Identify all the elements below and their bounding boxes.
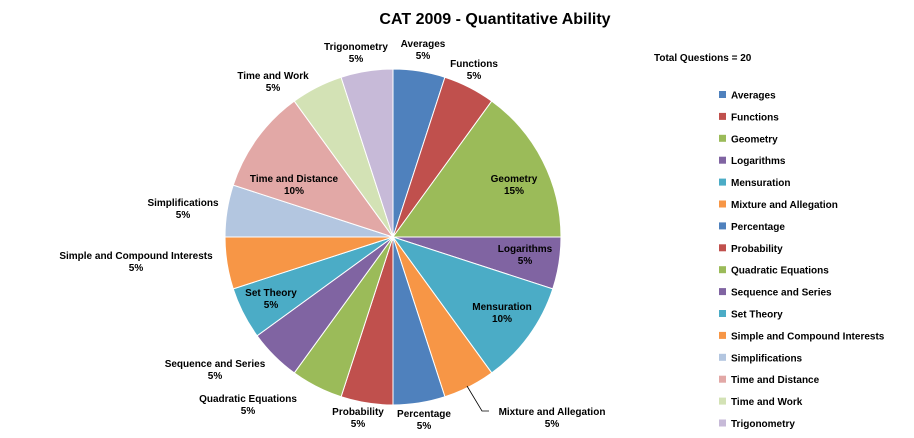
slice-label-set-theory: Set Theory 5% <box>245 288 297 311</box>
legend: Averages Functions Geometry Logarithms Mensu… <box>719 91 885 430</box>
legend-swatch-averages <box>719 91 726 98</box>
legend-label-simple-and-compound-interests: Simple and Compound Interests <box>731 331 885 342</box>
legend-label-set-theory: Set Theory <box>731 310 783 321</box>
slice-label-functions: Functions 5% <box>450 59 498 82</box>
legend-label-time-and-work: Time and Work <box>731 397 803 408</box>
pie-slice-geometry <box>392 100 562 238</box>
slice-labels: Averages 5%Functions 5% Geometry 15% Logarith… <box>59 39 605 432</box>
slice-label-logarithms: Logarithms 5% <box>498 244 553 267</box>
slice-label-simplifications: Simplifications 5% <box>147 198 219 221</box>
pie-slices <box>224 68 562 406</box>
legend-swatch-set-theory <box>719 310 726 317</box>
pie-slice-trigonometry <box>340 68 394 238</box>
total-questions-annotation: Total Questions = 20 <box>654 53 752 64</box>
legend-swatch-mensuration <box>719 178 726 186</box>
slice-label-percentage: Percentage 5% <box>397 409 451 432</box>
pie-slice-time-and-distance <box>232 100 395 238</box>
slice-label-probability: Probability 5% <box>332 407 384 430</box>
legend-swatch-simplifications <box>719 353 726 361</box>
legend-label-mensuration: Mensuration <box>731 178 790 189</box>
slice-label-mixture-and-allegation: Mixture and Allegation 5% <box>499 407 606 430</box>
legend-label-probability: Probability <box>731 244 783 255</box>
legend-label-simplifications: Simplifications <box>731 353 803 364</box>
slice-label-sequence-and-series: Sequence and Series 5% <box>165 359 266 382</box>
legend-label-logarithms: Logarithms <box>731 156 786 167</box>
chart-title: CAT 2009 - Quantitative Ability <box>379 11 610 28</box>
legend-swatch-time-and-distance <box>719 375 726 383</box>
legend-swatch-percentage <box>719 222 726 230</box>
legend-label-quadratic-equations: Quadratic Equations <box>731 266 829 277</box>
leader-lines <box>466 385 489 412</box>
slice-label-mensuration: Mensuration 10% <box>472 302 531 325</box>
legend-label-time-and-distance: Time and Distance <box>731 375 820 386</box>
leader-line-mixture-and-allegation <box>466 385 489 412</box>
legend-swatch-simple-and-compound-interests <box>719 331 726 339</box>
legend-swatch-logarithms <box>719 156 726 164</box>
slice-label-quadratic-equations: Quadratic Equations 5% <box>199 394 297 417</box>
legend-label-functions: Functions <box>731 112 779 123</box>
slice-label-time-and-work: Time and Work 5% <box>237 71 309 94</box>
legend-swatch-sequence-and-series <box>719 288 726 296</box>
legend-label-mixture-and-allegation: Mixture and Allegation <box>731 200 838 211</box>
slice-label-trigonometry: Trigonometry 5% <box>324 42 388 65</box>
slice-label-simple-and-compound-interests: Simple and Compound Interests 5% <box>59 251 213 274</box>
legend-swatch-probability <box>719 244 726 252</box>
slice-label-averages: Averages 5% <box>401 39 446 62</box>
legend-label-trigonometry: Trigonometry <box>731 419 795 430</box>
legend-swatch-geometry <box>719 134 726 142</box>
legend-swatch-quadratic-equations <box>719 266 726 274</box>
legend-label-percentage: Percentage <box>731 222 785 233</box>
pie-slice-mensuration <box>391 236 554 374</box>
legend-swatch-functions <box>719 112 726 120</box>
legend-swatch-trigonometry <box>719 419 726 427</box>
legend-label-geometry: Geometry <box>731 134 778 145</box>
legend-swatch-time-and-work <box>719 397 726 405</box>
slice-label-time-and-distance: Time and Distance 10% <box>250 174 339 197</box>
legend-label-averages: Averages <box>731 91 776 102</box>
legend-label-sequence-and-series: Sequence and Series <box>731 288 832 299</box>
legend-swatch-mixture-and-allegation <box>719 200 726 208</box>
slice-label-geometry: Geometry 15% <box>491 174 538 197</box>
